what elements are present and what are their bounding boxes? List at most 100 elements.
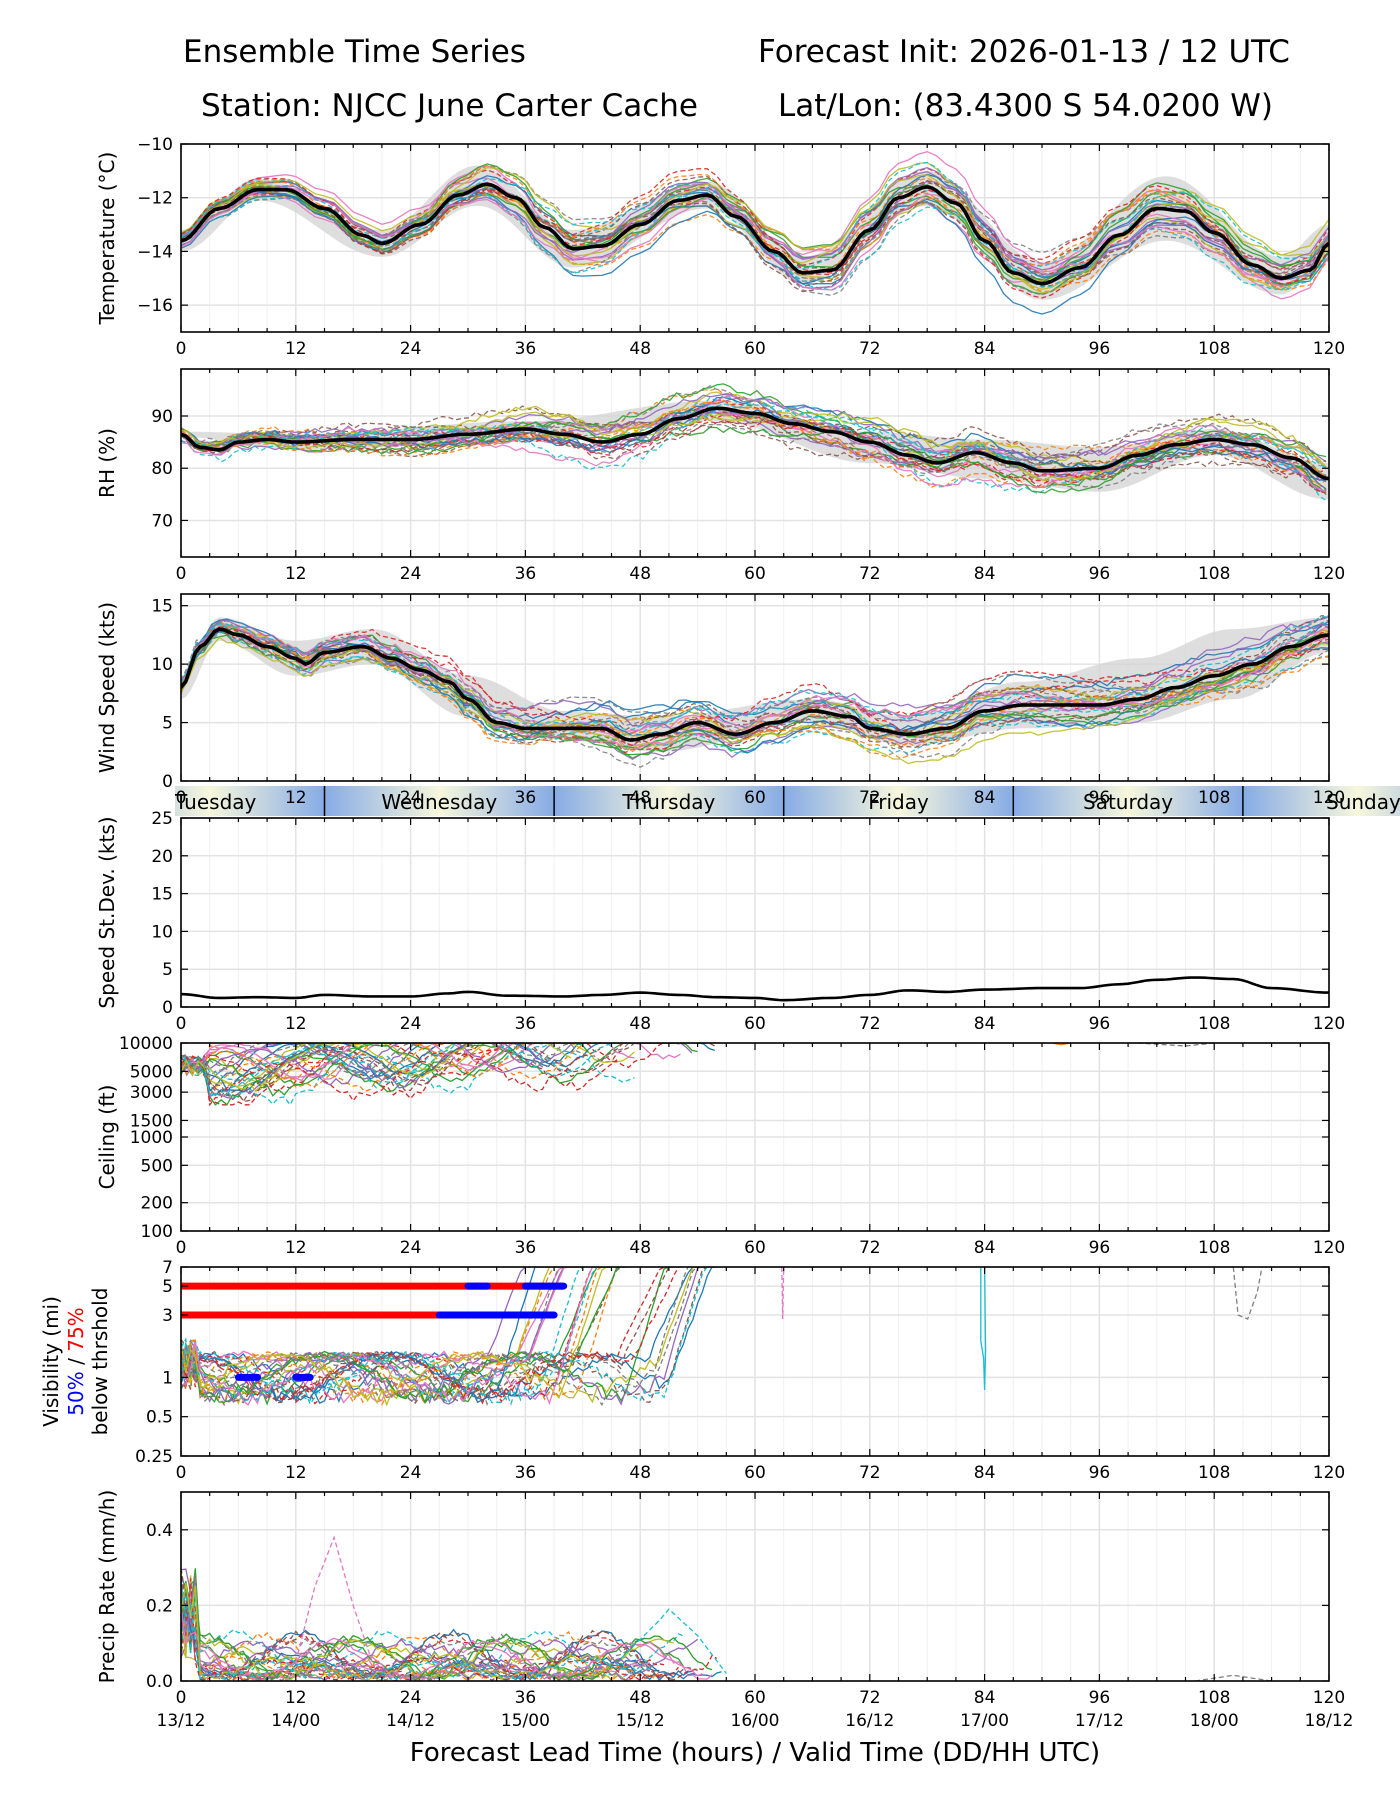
- ensemble-member-line: [181, 1267, 588, 1406]
- ensemble-member-line: [181, 615, 1329, 731]
- x-tick-label: 108: [1198, 564, 1230, 584]
- x-tick-label: 84: [974, 564, 996, 584]
- plot-area-temperature: [181, 151, 1329, 315]
- x-tick-label: 120: [1313, 1463, 1345, 1483]
- x-tick-label: 48: [629, 564, 651, 584]
- day-segment: [324, 786, 555, 816]
- x-tick-label: 60: [744, 1688, 766, 1708]
- ensemble-member-line: [295, 1535, 373, 1663]
- ensemble-member-line: [181, 183, 1329, 297]
- x-tick-label: 60: [744, 788, 766, 808]
- valid-time-label: 14/00: [271, 1711, 320, 1731]
- x-tick-label: 120: [1313, 564, 1345, 584]
- x-tick-label: 12: [285, 564, 307, 584]
- x-tick-label: 96: [1089, 1688, 1111, 1708]
- station-latlon: Lat/Lon: (83.4300 S 54.0200 W): [778, 88, 1273, 124]
- x-tick-label: 12: [285, 788, 307, 808]
- x-tick-label: 36: [515, 1463, 537, 1483]
- ensemble-member-line: [181, 624, 1329, 751]
- ensemble-member-line: [181, 626, 1329, 746]
- ensemble-member-line: [181, 627, 1329, 768]
- x-tick-label: 60: [744, 339, 766, 359]
- ensemble-member-line: [181, 177, 1329, 293]
- x-tick-label: 24: [400, 1688, 422, 1708]
- ensemble-member-line: [181, 1581, 636, 1681]
- y-tick-label: 0: [162, 772, 173, 792]
- x-tick-label: 36: [515, 564, 537, 584]
- x-tick-label: 96: [1089, 1463, 1111, 1483]
- panel-temperature: 0 12 24 36 48 60 72 84 96 108 120 −16 −14 −12 −10 Tempe…: [95, 135, 1345, 359]
- x-tick-label: 72: [859, 564, 881, 584]
- y-tick-label: 500: [141, 1156, 173, 1176]
- x-tick-label: 72: [859, 1238, 881, 1258]
- y-tick-label: −10: [137, 135, 173, 155]
- y-tick-label: 5: [162, 714, 173, 734]
- y-axis-label: Temperature (°C): [95, 152, 119, 326]
- x-tick-label: 36: [515, 1238, 537, 1258]
- x-tick-label: 24: [400, 1014, 422, 1034]
- ensemble-member-line: [181, 1578, 679, 1681]
- x-tick-label: 72: [859, 1463, 881, 1483]
- ensemble-member-line: [181, 1267, 612, 1405]
- ensemble-member-line: [181, 1574, 655, 1681]
- y-tick-label: 5: [162, 960, 173, 980]
- ensemble-member-line: [181, 1048, 601, 1107]
- panel-rh: 0 12 24 36 48 60 72 84 96 108 120 70 80 90 RH (%): [95, 368, 1345, 584]
- y-tick-label: 7: [162, 1258, 173, 1278]
- day-segment: [1242, 786, 1400, 816]
- ensemble-mean-line: [181, 627, 1329, 742]
- x-tick-label: 0: [176, 788, 187, 808]
- x-tick-label: 0: [176, 1688, 187, 1708]
- x-tick-label: 72: [859, 788, 881, 808]
- day-segment: [1013, 786, 1243, 816]
- valid-time-label: 16/12: [845, 1711, 894, 1731]
- x-tick-label: 96: [1089, 339, 1111, 359]
- x-tick-label: 12: [285, 1463, 307, 1483]
- x-tick-label: 108: [1198, 339, 1230, 359]
- panel-visibility: Visibility (mi) 50% / 75% below thrshold 0 1…: [39, 1258, 1345, 1483]
- day-label: Friday: [868, 790, 929, 814]
- day-label: Sunday: [1326, 790, 1400, 814]
- x-tick-label: 36: [515, 1688, 537, 1708]
- day-segment: [554, 786, 784, 816]
- x-tick-label: 12: [285, 1238, 307, 1258]
- day-label: Thursday: [621, 790, 715, 814]
- y-tick-label: 10: [151, 922, 173, 942]
- ensemble-member-line: [181, 1043, 584, 1098]
- panel-wind: 0 12 24 36 48 60 72 84 96 108 120 0 5 10 15 Wind Speed …: [95, 593, 1345, 808]
- valid-time-label: 17/12: [1075, 1711, 1124, 1731]
- day-label: Tuesday: [174, 790, 257, 814]
- chart-title: Ensemble Time Series: [183, 34, 526, 70]
- y-axis-label: Precip Rate (mm/h): [95, 1490, 119, 1684]
- ensemble-member-line: [181, 1043, 681, 1092]
- y-tick-label: −14: [137, 242, 173, 262]
- ensemble-member-line: [181, 1043, 589, 1097]
- plot-area-wind: [181, 614, 1329, 768]
- x-tick-label: 48: [629, 1688, 651, 1708]
- panel-precip: 13/12 14/00 14/12 15/00 15/12 16/00 16/12 17/00…: [95, 1490, 1354, 1768]
- y-tick-label: 25: [151, 809, 173, 829]
- ensemble-mean-line: [181, 182, 1329, 286]
- x-tick-label: 48: [629, 1014, 651, 1034]
- day-band-mask: [0, 786, 175, 816]
- valid-time-label: 18/12: [1305, 1711, 1354, 1731]
- x-tick-label: 12: [285, 1688, 307, 1708]
- ensemble-member-line: [181, 180, 1329, 287]
- ensemble-member-line: [181, 423, 1327, 490]
- ensemble-member-line: [181, 1267, 626, 1404]
- x-tick-label: 84: [974, 788, 996, 808]
- forecast-init: Forecast Init: 2026-01-13 / 12 UTC: [758, 34, 1290, 70]
- x-tick-label: 108: [1198, 1238, 1230, 1258]
- ensemble-member-line: [181, 1607, 718, 1681]
- ensemble-member-line: [181, 1594, 651, 1681]
- y-tick-label: 1000: [130, 1128, 173, 1148]
- y-tick-label: 20: [151, 847, 173, 867]
- ensemble-member-line: [181, 630, 1329, 748]
- y-tick-label: 3000: [130, 1083, 173, 1103]
- y-tick-label: 100: [141, 1222, 173, 1242]
- ensemble-mean-line: [181, 406, 1329, 481]
- ensemble-member-line: [1232, 1267, 1263, 1320]
- x-tick-label: 84: [974, 1463, 996, 1483]
- x-tick-label: 84: [974, 1238, 996, 1258]
- ensemble-member-line: [181, 395, 1327, 493]
